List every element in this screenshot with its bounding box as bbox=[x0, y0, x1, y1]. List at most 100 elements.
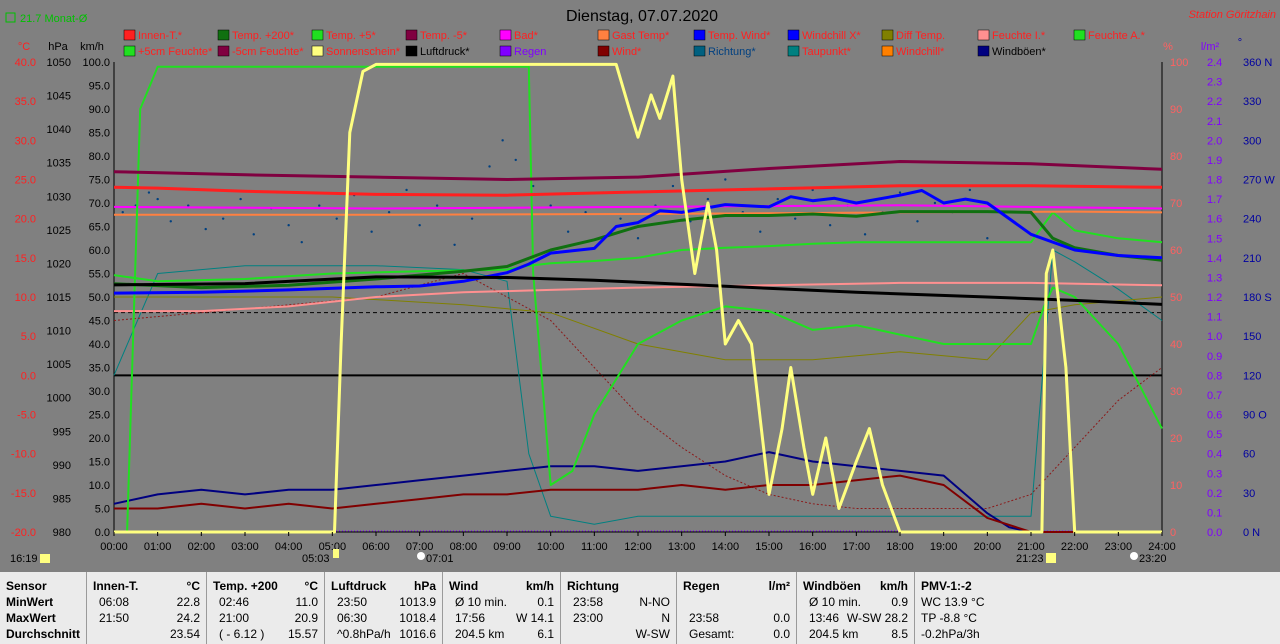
stats-column: Luftdruck hPa 23:50 06:30 ^0.8hPa/h 1013.9 101… bbox=[324, 572, 442, 644]
series-diff-temp bbox=[114, 296, 1163, 361]
y-tick-label: 20.0 bbox=[15, 214, 36, 226]
stats-cell: 06:08 bbox=[99, 595, 130, 609]
stats-cell: °C bbox=[304, 579, 318, 593]
direction-point bbox=[986, 237, 989, 240]
y-tick-label: 60 bbox=[1243, 449, 1255, 461]
month-avg-icon bbox=[5, 12, 16, 23]
stats-cell: °C bbox=[186, 579, 200, 593]
y-tick-label: 980 bbox=[53, 527, 71, 539]
legend-swatch bbox=[1073, 29, 1086, 41]
direction-point bbox=[204, 227, 207, 231]
stats-cell: Ø 10 min. bbox=[809, 595, 862, 609]
stats-cell: km/h bbox=[525, 579, 554, 593]
stats-cell: Luftdruck bbox=[331, 579, 387, 593]
direction-point bbox=[968, 188, 972, 192]
y-tick-label: 1.8 bbox=[1207, 175, 1222, 187]
legend-swatch bbox=[693, 45, 706, 57]
y-tick-label: 1.4 bbox=[1207, 253, 1222, 265]
y-tick-label: 10.0 bbox=[89, 480, 110, 492]
y-tick-label: 1.9 bbox=[1207, 155, 1222, 167]
direction-point bbox=[453, 243, 456, 246]
y-tick-label: 75.0 bbox=[89, 175, 110, 187]
direction-point bbox=[724, 178, 727, 181]
stats-cell: MaxWert bbox=[6, 611, 56, 625]
direction-point bbox=[794, 217, 797, 220]
legend-swatch bbox=[311, 29, 324, 41]
y-tick-label: 990 bbox=[53, 460, 71, 472]
direction-point bbox=[300, 240, 303, 244]
y-tick-label: 95.0 bbox=[89, 81, 110, 93]
direction-point bbox=[418, 223, 421, 227]
series-temp-wind bbox=[113, 189, 1163, 295]
direction-point bbox=[121, 210, 124, 214]
stats-cell: 8.5 bbox=[891, 627, 908, 641]
stats-cell: 02:46 bbox=[219, 595, 250, 609]
stats-cell: W 14.1 bbox=[515, 611, 554, 625]
stats-cell: 22.8 bbox=[176, 595, 200, 609]
y-tick-label: 0.0 bbox=[1207, 527, 1222, 539]
y-tick-label: 1.2 bbox=[1207, 292, 1222, 304]
stats-cell: 24.2 bbox=[176, 611, 200, 625]
y-tick-label: 1040 bbox=[47, 124, 71, 136]
y-tick-label: 90.0 bbox=[89, 104, 110, 116]
y-tick-label: 270 W bbox=[1243, 175, 1275, 187]
sunrise-icon bbox=[333, 549, 339, 558]
x-tick-label: 10:00 bbox=[537, 541, 565, 553]
x-tick-label: 09:00 bbox=[493, 541, 521, 553]
stats-cell: Richtung bbox=[567, 579, 619, 593]
legend-label: Bad* bbox=[514, 30, 539, 42]
x-tick-label: 08:00 bbox=[450, 541, 478, 553]
stats-cell: Temp. +200 bbox=[213, 579, 278, 593]
x-tick-label: 01:00 bbox=[144, 541, 172, 553]
stats-cell: Regen bbox=[683, 579, 720, 593]
legend-swatch bbox=[499, 45, 512, 57]
direction-point bbox=[370, 230, 373, 233]
y-tick-label: 100 bbox=[1170, 57, 1188, 69]
direction-point bbox=[221, 217, 225, 220]
y-tick-label: 65.0 bbox=[89, 222, 110, 234]
sun-moon-markers: 16:19 05:03 07:01 21:23 23:20 bbox=[10, 549, 1167, 565]
stats-cell: PMV-1:-2 bbox=[921, 579, 972, 593]
direction-point bbox=[532, 184, 535, 188]
direction-point bbox=[828, 223, 832, 227]
x-tick-label: 19:00 bbox=[930, 541, 958, 553]
y-tick-label: -20.0 bbox=[11, 527, 36, 539]
x-tick-label: 18:00 bbox=[886, 541, 914, 553]
stats-cell: km/h bbox=[879, 579, 908, 593]
y-tick-label: 2.1 bbox=[1207, 116, 1222, 128]
legend-label: Feuchte A.* bbox=[1088, 30, 1146, 42]
x-tick-label: 04:00 bbox=[275, 541, 303, 553]
x-tick-label: 13:00 bbox=[668, 541, 696, 553]
x-tick-label: 20:00 bbox=[974, 541, 1002, 553]
x-tick-label: 02:00 bbox=[188, 541, 216, 553]
direction-point bbox=[156, 197, 159, 201]
stats-cell: 0.1 bbox=[537, 595, 554, 609]
x-tick-label: 12:00 bbox=[624, 541, 652, 553]
y-tick-label: 1.1 bbox=[1207, 312, 1222, 324]
stats-cell: 21:00 bbox=[219, 611, 250, 625]
series-bad bbox=[113, 204, 1163, 210]
legend-label: +5cm Feuchte* bbox=[138, 46, 213, 58]
y-tick-label: 85.0 bbox=[89, 128, 110, 140]
y-tick-label: 10.0 bbox=[15, 292, 36, 304]
direction-point bbox=[759, 230, 762, 233]
stats-cell: 15.57 bbox=[287, 627, 318, 641]
legend-swatch bbox=[217, 29, 230, 41]
legend-swatch bbox=[881, 45, 894, 57]
y-tick-label: 60.0 bbox=[89, 245, 110, 257]
stats-column: Innen-T. °C 06:08 21:50 22.8 24.2 23.54 bbox=[86, 572, 206, 644]
y-tick-label: 0 bbox=[1170, 527, 1176, 539]
direction-point bbox=[169, 220, 172, 223]
series-gast-temp bbox=[114, 210, 1163, 216]
x-tick-label: 06:00 bbox=[362, 541, 390, 553]
legend-swatch bbox=[311, 45, 324, 57]
legend-label: Windchill X* bbox=[802, 30, 861, 42]
stats-cell: 21:50 bbox=[99, 611, 130, 625]
y-tick-label: 15.0 bbox=[89, 457, 110, 469]
stats-cell: WC 13.9 °C bbox=[921, 595, 985, 609]
unit-celsius: °C bbox=[18, 41, 30, 53]
x-tick-label: 23:00 bbox=[1105, 541, 1133, 553]
stats-cell: 17:56 bbox=[455, 611, 486, 625]
y-tick-label: 1.7 bbox=[1207, 194, 1222, 206]
stats-column: PMV-1:-2 WC 13.9 °C TP -8.8 °C -0.2hPa/3h bbox=[914, 572, 1044, 644]
